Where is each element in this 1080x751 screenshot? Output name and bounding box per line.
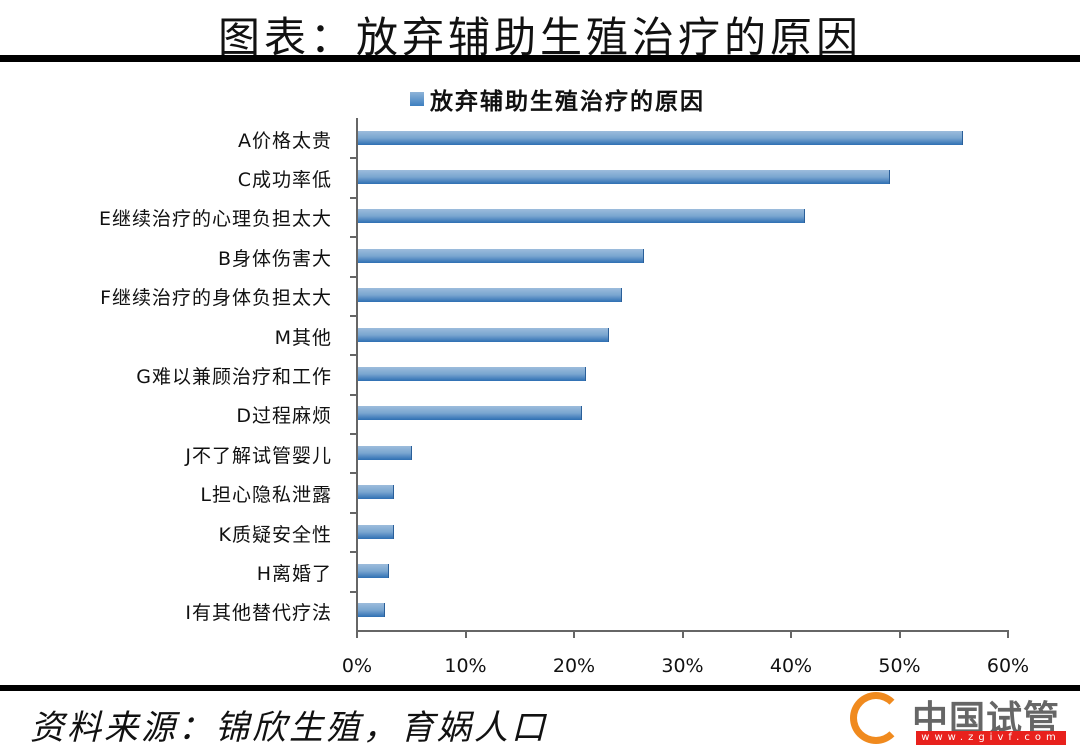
x-tick xyxy=(464,630,467,638)
x-tick xyxy=(898,630,901,638)
x-tick-label: 10% xyxy=(444,655,487,677)
bar xyxy=(358,603,386,618)
bar xyxy=(358,130,964,145)
x-tick-label: 0% xyxy=(341,655,373,677)
y-tick xyxy=(350,433,357,436)
y-tick xyxy=(350,196,357,199)
page-title: 图表：放弃辅助生殖治疗的原因 xyxy=(217,13,862,62)
category-label: H离婚了 xyxy=(256,562,332,585)
x-tick-label: 50% xyxy=(878,655,921,677)
x-tick-label: 20% xyxy=(552,655,596,677)
y-axis xyxy=(356,118,358,632)
top-rule xyxy=(0,55,1080,62)
x-axis xyxy=(356,630,1009,632)
category-label: B身体伤害大 xyxy=(217,247,332,270)
category-label: A价格太贵 xyxy=(238,129,332,152)
legend-label: 放弃辅助生殖治疗的原因 xyxy=(430,89,705,115)
bar xyxy=(358,170,890,185)
category-label: J不了解试管婴儿 xyxy=(185,444,332,467)
source-note: 资料来源：锦欣生殖，育娲人口 xyxy=(30,708,548,748)
category-label: M其他 xyxy=(274,326,332,349)
x-tick xyxy=(790,630,792,638)
category-label: F继续治疗的身体负担太大 xyxy=(100,287,332,310)
y-tick xyxy=(350,275,357,278)
category-label: G难以兼顾治疗和工作 xyxy=(136,366,332,388)
y-tick xyxy=(350,314,357,317)
bar xyxy=(358,367,586,381)
bar xyxy=(358,445,413,460)
bar xyxy=(358,288,622,303)
x-tick xyxy=(681,630,684,638)
x-tick-label: 40% xyxy=(769,655,813,677)
y-tick xyxy=(350,393,357,396)
y-tick xyxy=(350,236,357,239)
x-tick xyxy=(356,630,358,638)
watermark-logo: 中国试管 www.zgivf.com xyxy=(850,690,1075,748)
y-tick xyxy=(350,590,357,593)
category-label: L担心隐私泄露 xyxy=(200,484,332,507)
x-tick xyxy=(573,630,575,638)
bar xyxy=(358,209,806,224)
y-tick xyxy=(350,354,357,357)
y-tick xyxy=(350,472,357,475)
bar xyxy=(358,248,645,263)
category-label: D过程麻烦 xyxy=(236,405,332,428)
y-tick xyxy=(350,157,357,160)
bar xyxy=(358,406,582,421)
category-label: I有其他替代疗法 xyxy=(185,602,332,625)
bar xyxy=(358,524,394,539)
x-tick-label: 60% xyxy=(986,655,1030,677)
bottom-rule xyxy=(0,685,1080,691)
bar xyxy=(358,327,609,342)
category-label: E继续治疗的心理负担太大 xyxy=(98,208,332,231)
category-label: C成功率低 xyxy=(237,169,332,192)
bar xyxy=(358,563,390,578)
y-tick xyxy=(350,551,357,554)
phoenix-logo-icon xyxy=(850,692,902,744)
x-tick xyxy=(1007,630,1009,638)
x-tick-label: 30% xyxy=(661,655,704,677)
logo-url: www.zgivf.com xyxy=(916,731,1066,745)
y-tick xyxy=(350,511,357,514)
chart-legend: 放弃辅助生殖治疗的原因 xyxy=(410,82,705,116)
legend-swatch-icon xyxy=(410,92,424,106)
category-label: K质疑安全性 xyxy=(218,523,332,546)
bar xyxy=(358,485,394,500)
